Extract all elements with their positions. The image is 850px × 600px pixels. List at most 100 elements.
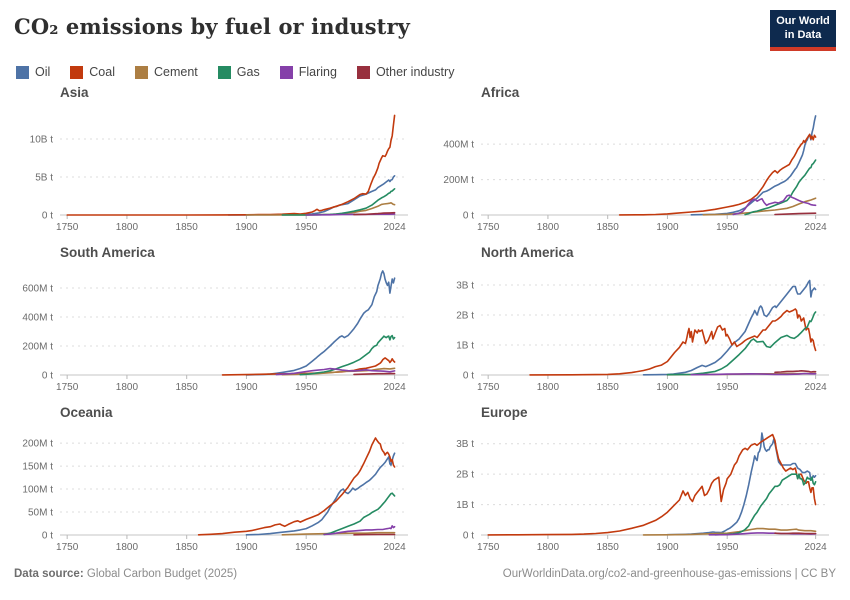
svg-text:1800: 1800 <box>537 382 560 393</box>
legend-item-flaring[interactable]: Flaring <box>279 65 337 79</box>
svg-text:1750: 1750 <box>56 382 79 393</box>
owid-logo[interactable]: Our World in Data <box>770 10 836 51</box>
legend-item-other-industry[interactable]: Other industry <box>356 65 455 79</box>
chart-plot-north-america[interactable]: 0 t 1B t 2B t 3B t 1750 1800 1850 1900 1950 2024 <box>435 261 836 399</box>
footer: Data source: Global Carbon Budget (2025)… <box>14 568 836 580</box>
series-line-oil <box>666 432 817 536</box>
svg-text:50M t: 50M t <box>28 508 53 519</box>
legend: Oil Coal Cement Gas Flaring Other indust… <box>16 65 836 79</box>
coal-swatch-icon <box>70 65 84 79</box>
svg-text:600M t: 600M t <box>22 284 53 295</box>
svg-text:1850: 1850 <box>176 382 199 393</box>
oil-swatch-icon <box>16 65 29 79</box>
footer-link[interactable]: OurWorldinData.org/co2-and-greenhouse-ga… <box>502 568 836 580</box>
legend-label: Oil <box>35 65 51 79</box>
series-line-oil <box>245 452 396 536</box>
legend-item-cement[interactable]: Cement <box>135 65 198 79</box>
chart-title-asia: Asia <box>60 85 89 100</box>
svg-text:1900: 1900 <box>235 382 258 393</box>
svg-text:0 t: 0 t <box>42 531 53 542</box>
series-line-other-industry <box>353 211 396 216</box>
svg-text:0 t: 0 t <box>42 371 53 382</box>
svg-text:1750: 1750 <box>477 382 500 393</box>
chart-asia: Asia 0 t 5B t 10B t 1750 1800 1850 1900 1950 202… <box>14 85 415 239</box>
svg-text:2024: 2024 <box>805 542 828 553</box>
svg-text:2024: 2024 <box>805 222 828 233</box>
svg-text:400M t: 400M t <box>22 313 53 324</box>
svg-text:150M t: 150M t <box>22 462 53 473</box>
chart-north-america: North America 0 t 1B t 2B t 3B t 1750 1800 185… <box>435 245 836 399</box>
svg-text:1950: 1950 <box>295 542 318 553</box>
series-line-gas <box>299 334 396 376</box>
legend-label: Flaring <box>298 65 337 79</box>
svg-text:200M t: 200M t <box>22 439 53 450</box>
chart-title-oceania: Oceania <box>60 405 113 420</box>
series-line-gas <box>281 188 396 216</box>
svg-text:1750: 1750 <box>477 222 500 233</box>
series-line-flaring <box>690 372 817 376</box>
svg-text:0 t: 0 t <box>463 371 474 382</box>
svg-text:0 t: 0 t <box>463 211 474 222</box>
svg-text:1950: 1950 <box>295 382 318 393</box>
series-line-oil <box>227 175 396 216</box>
svg-text:3B t: 3B t <box>456 281 474 292</box>
svg-text:200M t: 200M t <box>443 175 474 186</box>
svg-text:1750: 1750 <box>56 222 79 233</box>
data-source: Data source: Global Carbon Budget (2025) <box>14 568 237 580</box>
series-line-flaring <box>275 367 396 376</box>
owid-logo-line2: in Data <box>784 28 822 41</box>
charts-grid: Asia 0 t 5B t 10B t 1750 1800 1850 1900 1950 202… <box>14 85 836 559</box>
svg-text:1850: 1850 <box>176 542 199 553</box>
chart-europe: Europe 0 t 1B t 2B t 3B t 1750 1800 1850 1900 19… <box>435 405 836 559</box>
gas-swatch-icon <box>217 65 231 79</box>
chart-plot-africa[interactable]: 0 t 200M t 400M t 1750 1800 1850 1900 1950 2024 <box>435 101 836 239</box>
header: CO₂ emissions by fuel or industry Our Wo… <box>14 10 836 56</box>
cement-swatch-icon <box>135 65 148 79</box>
series-line-coal <box>66 114 396 216</box>
svg-text:1900: 1900 <box>235 542 258 553</box>
svg-text:1750: 1750 <box>477 542 500 553</box>
series-line-flaring <box>305 213 396 216</box>
series-line-other-industry <box>353 372 396 376</box>
series-line-coal <box>618 133 817 216</box>
svg-text:1B t: 1B t <box>456 500 474 511</box>
series-line-other-industry <box>774 212 817 216</box>
legend-item-gas[interactable]: Gas <box>217 65 260 79</box>
svg-text:0 t: 0 t <box>42 211 53 222</box>
svg-text:1900: 1900 <box>656 222 679 233</box>
svg-text:1800: 1800 <box>537 542 560 553</box>
svg-text:5B t: 5B t <box>35 172 53 183</box>
chart-plot-south-america[interactable]: 0 t 200M t 400M t 600M t 1750 1800 1850 1900 195… <box>14 261 415 399</box>
chart-plot-asia[interactable]: 0 t 5B t 10B t 1750 1800 1850 1900 1950 2024 <box>14 101 415 239</box>
chart-plot-europe[interactable]: 0 t 1B t 2B t 3B t 1750 1800 1850 1900 1950 2024 <box>435 421 836 559</box>
svg-text:1950: 1950 <box>716 222 739 233</box>
chart-oceania: Oceania 0 t 50M t 100M t 150M t 200M t 1750 18… <box>14 405 415 559</box>
svg-text:2B t: 2B t <box>456 311 474 322</box>
svg-text:1850: 1850 <box>597 382 620 393</box>
chart-title-europe: Europe <box>481 405 528 420</box>
legend-item-coal[interactable]: Coal <box>70 65 115 79</box>
svg-text:1950: 1950 <box>295 222 318 233</box>
chart-plot-oceania[interactable]: 0 t 50M t 100M t 150M t 200M t 1750 1800 1850 19… <box>14 421 415 559</box>
page-title: CO₂ emissions by fuel or industry <box>14 14 410 39</box>
series-line-coal <box>221 357 396 376</box>
svg-text:3B t: 3B t <box>456 439 474 450</box>
svg-text:2024: 2024 <box>384 222 407 233</box>
svg-text:2024: 2024 <box>384 542 407 553</box>
svg-text:1950: 1950 <box>716 542 739 553</box>
owid-logo-line1: Our World <box>776 15 830 27</box>
other-industry-swatch-icon <box>356 65 370 79</box>
svg-text:2024: 2024 <box>384 382 407 393</box>
svg-text:1950: 1950 <box>716 382 739 393</box>
series-line-coal <box>197 437 396 536</box>
svg-text:400M t: 400M t <box>443 140 474 151</box>
svg-text:1850: 1850 <box>597 542 620 553</box>
chart-title-south-america: South America <box>60 245 155 260</box>
legend-item-oil[interactable]: Oil <box>16 65 50 79</box>
series-line-gas <box>666 311 817 376</box>
data-source-value: Global Carbon Budget (2025) <box>86 568 238 580</box>
legend-label: Other industry <box>375 65 455 79</box>
series-line-flaring <box>732 194 817 216</box>
svg-text:0 t: 0 t <box>463 531 474 542</box>
flaring-swatch-icon <box>279 65 293 79</box>
